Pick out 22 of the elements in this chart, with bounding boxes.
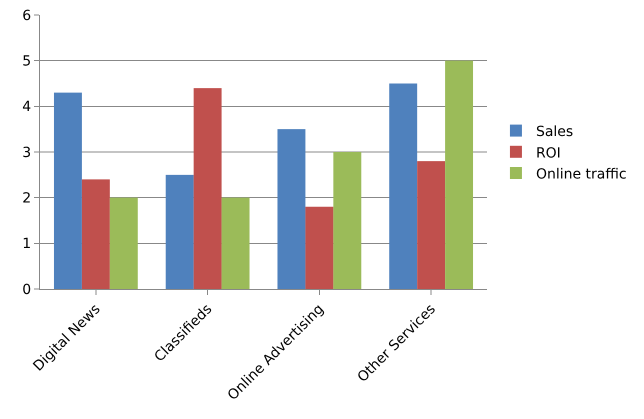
bar (82, 179, 110, 289)
bar (54, 92, 82, 289)
y-tick-label: 5 (22, 54, 32, 70)
bar (417, 161, 446, 289)
y-tick-label: 1 (22, 236, 32, 252)
legend-label: Online traffic (536, 166, 627, 182)
bar (333, 152, 362, 289)
y-tick-label: 3 (22, 144, 32, 161)
bar (166, 174, 194, 289)
legend-label: ROI (536, 145, 561, 162)
y-tick-label: 2 (22, 190, 32, 207)
y-tick-label: 6 (22, 8, 32, 24)
bar (277, 129, 306, 289)
bar (389, 84, 418, 289)
bar (222, 198, 250, 289)
bar (110, 198, 138, 289)
bar (305, 206, 334, 289)
y-tick-label: 4 (22, 99, 32, 116)
bar (445, 60, 474, 289)
bar (194, 88, 222, 289)
legend-label: Sales (536, 124, 574, 140)
y-tick-label: 0 (22, 282, 32, 298)
